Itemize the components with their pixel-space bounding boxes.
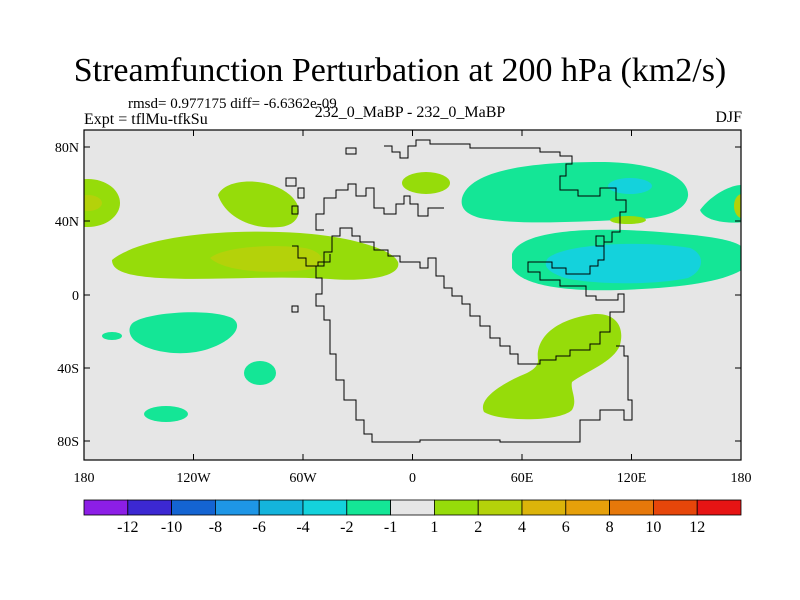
- colorbar-label: 1: [430, 519, 438, 536]
- colorbar-label: 12: [689, 519, 705, 536]
- colorbar-swatch: [653, 499, 698, 516]
- colorbar-swatch: [521, 499, 567, 516]
- contour-far-east-core: [734, 194, 741, 218]
- contour-se-pacific: [244, 361, 276, 385]
- contour-s-pacific: [129, 312, 238, 354]
- experiment-label: Expt = tflMu-tfkSu: [84, 111, 208, 128]
- latitude-axis: 80N 40N 0 40S 80S: [55, 141, 741, 450]
- colorbar-label: -12: [117, 519, 138, 536]
- lat-label: 40N: [55, 215, 79, 230]
- central-america-outline: [292, 245, 331, 267]
- colorbar-swatch: [127, 499, 173, 516]
- colorbar-swatch: [302, 499, 348, 516]
- colorbar-label: -1: [384, 519, 397, 536]
- colorbar-label: 10: [645, 519, 661, 536]
- colorbar: -12 -10 -8 -6 -4 -2 -1 1 2 4 6 8 10 12: [83, 499, 742, 536]
- colorbar-label: 2: [474, 519, 482, 536]
- plot-title: Streamfunction Perturbation at 200 hPa (…: [73, 52, 727, 89]
- island-outline-1: [285, 177, 297, 187]
- colorbar-swatch: [171, 499, 216, 516]
- comparison-label: 232_0_MaBP - 232_0_MaBP: [314, 104, 506, 121]
- island-outline-3: [291, 205, 299, 215]
- lon-label: 180: [731, 471, 752, 486]
- continent-outlines: [285, 139, 633, 443]
- colorbar-label: 4: [518, 519, 526, 536]
- contour-west-edge-core: [84, 195, 102, 211]
- colorbar-swatch: [696, 499, 742, 516]
- colorbar-swatch: [565, 499, 610, 516]
- colorbar-swatch: [258, 499, 304, 516]
- colorbar-swatch: [390, 499, 435, 516]
- lon-label: 120W: [176, 471, 211, 486]
- rmsd-diff-stats: rmsd= 0.977175 diff= -6.6362e-09: [128, 96, 337, 112]
- colorbar-label: -2: [340, 519, 353, 536]
- contour-europe: [402, 172, 450, 194]
- contour-s-asia-core: [545, 243, 702, 284]
- island-outline-6: [595, 235, 605, 247]
- island-outline-2: [297, 187, 305, 199]
- contour-far-east: [700, 185, 741, 223]
- colorbar-label: 6: [562, 519, 570, 536]
- colorbar-swatch: [214, 499, 260, 516]
- contour-ne-asia: [461, 162, 689, 223]
- lon-label: 120E: [617, 471, 647, 486]
- contour-far-south: [144, 406, 188, 422]
- colorbar-swatch: [433, 499, 479, 516]
- contour-n-pacific: [218, 181, 299, 228]
- colorbar-label: -6: [253, 519, 266, 536]
- main-landmass-outline: [315, 139, 633, 443]
- contour-small-green: [610, 216, 646, 224]
- lat-label: 80S: [57, 435, 79, 450]
- contour-fills: [84, 162, 741, 422]
- colorbar-label: -8: [209, 519, 222, 536]
- lon-label: 180: [74, 471, 95, 486]
- contour-ne-asia-core: [608, 178, 652, 194]
- lat-label: 40S: [57, 362, 79, 377]
- colorbar-swatch: [609, 499, 654, 516]
- colorbar-label: 8: [606, 519, 614, 536]
- colorbar-label: -10: [161, 519, 182, 536]
- colorbar-swatch: [346, 499, 391, 516]
- lon-label: 0: [409, 471, 416, 486]
- longitude-axis: 180 120W 60W 0 60E 120E 180: [74, 130, 752, 486]
- lon-label: 60W: [289, 471, 317, 486]
- island-outline-5: [291, 305, 299, 313]
- colorbar-label: -4: [296, 519, 309, 536]
- contour-tropical-pacific-core: [210, 246, 322, 272]
- north-america-outline: [315, 183, 444, 231]
- season-label: DJF: [715, 109, 742, 126]
- island-outline-4: [345, 147, 357, 155]
- lon-label: 60E: [511, 471, 534, 486]
- colorbar-swatch: [477, 499, 523, 516]
- lat-label: 80N: [55, 141, 79, 156]
- lat-label: 0: [72, 289, 79, 304]
- contour-small-sw: [102, 332, 122, 340]
- colorbar-swatch: [83, 499, 129, 516]
- contour-southern-africa: [482, 313, 622, 420]
